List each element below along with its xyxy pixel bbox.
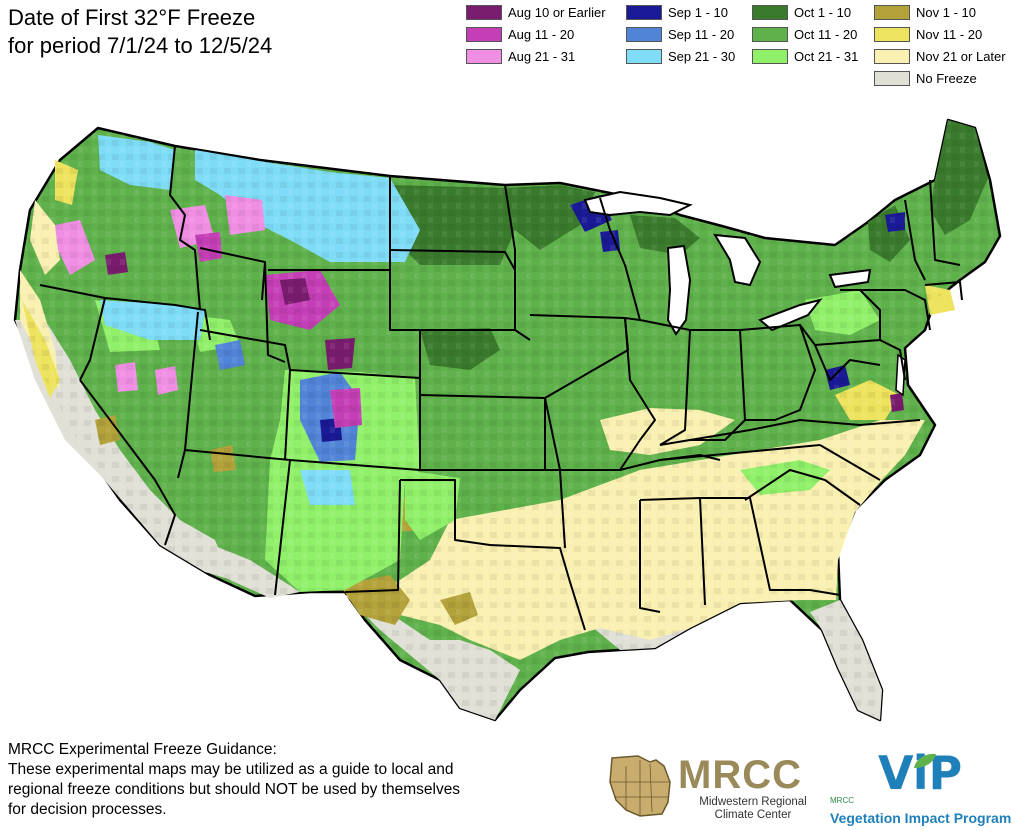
legend-item-aug-11-20: Aug 11 - 20 [466, 25, 574, 43]
legend-item-aug-21-31: Aug 21 - 31 [466, 47, 575, 65]
legend-item-no-freeze: No Freeze [874, 69, 977, 87]
disclaimer-text-line: regional freeze conditions but should NO… [8, 781, 461, 798]
legend-swatch [874, 26, 910, 42]
legend-label: Nov 1 - 10 [916, 4, 976, 20]
mrcc-wordmark: MRCC [678, 753, 802, 797]
legend-label: Sep 21 - 30 [668, 48, 736, 64]
legend-swatch [874, 4, 910, 20]
legend-label: Nov 11 - 20 [916, 26, 983, 42]
lake-huron [713, 233, 762, 287]
legend-swatch [626, 26, 662, 42]
legend-label: Nov 21 or Later [916, 48, 1006, 64]
lake-michigan [666, 244, 692, 336]
lake-superior [583, 190, 693, 217]
legend-item-sep-21-30: Sep 21 - 30 [626, 47, 735, 65]
disclaimer-text-line: These experimental maps may be utilized … [8, 761, 454, 778]
lake-ontario [828, 268, 872, 289]
disclaimer: MRCC Experimental Freeze Guidance: These… [8, 740, 568, 820]
legend-label: Aug 10 or Earlier [508, 4, 606, 20]
speckle-texture [15, 120, 1000, 720]
legend-swatch [466, 4, 502, 20]
legend-swatch [752, 48, 788, 64]
vip-wordmark: ViP [878, 746, 963, 800]
legend-swatch [466, 48, 502, 64]
legend-label: Oct 21 - 31 [794, 48, 859, 64]
map-title-line2: for period 7/1/24 to 12/5/24 [8, 33, 273, 58]
mrcc-subtitle-line2: Climate Center [714, 809, 792, 821]
legend-label: Aug 11 - 20 [508, 26, 575, 42]
legend-item-aug-10-or-earlier: Aug 10 or Earlier [466, 3, 606, 21]
legend-item-sep-1-10: Sep 1 - 10 [626, 3, 728, 21]
disclaimer-text-line: for decision processes. [8, 801, 167, 818]
legend-label: Oct 1 - 10 [794, 4, 852, 20]
legend-item-oct-1-10: Oct 1 - 10 [752, 3, 851, 21]
legend-label: No Freeze [916, 70, 977, 86]
legend-item-nov-21-or-later: Nov 21 or Later [874, 47, 1006, 65]
legend-label: Sep 11 - 20 [668, 26, 735, 42]
vip-prefix: MRCC [830, 796, 854, 805]
state-boundaries [39, 145, 963, 631]
legend-label: Sep 1 - 10 [668, 4, 728, 20]
disclaimer-heading: MRCC Experimental Freeze Guidance: [8, 741, 277, 758]
legend-swatch [874, 70, 910, 86]
legend-swatch [752, 26, 788, 42]
map-title-line1: Date of First 32°F Freeze [8, 5, 256, 30]
mrcc-subtitle-line1: Midwestern Regional [699, 796, 807, 808]
legend-swatch [752, 4, 788, 20]
legend-item-nov-11-20: Nov 11 - 20 [874, 25, 982, 43]
vip-program-name: Vegetation Impact Program [830, 810, 1012, 826]
legend-label: Aug 21 - 31 [508, 48, 576, 64]
legend-item-oct-21-31: Oct 21 - 31 [752, 47, 858, 65]
vip-logo: MRCC ViP Vegetation Impact Program [828, 748, 1024, 830]
midwest-region-icon [609, 755, 671, 817]
map-title: Date of First 32°F Freeze for period 7/1… [8, 4, 272, 60]
leaf-icon [914, 753, 936, 768]
legend-swatch [874, 48, 910, 64]
legend-item-sep-11-20: Sep 11 - 20 [626, 25, 734, 43]
mrcc-subtitle: Midwestern Regional Climate Center [698, 796, 808, 822]
freeze-date-map [13, 118, 1002, 722]
legend-swatch [626, 4, 662, 20]
legend-item-nov-1-10: Nov 1 - 10 [874, 3, 976, 21]
legend-swatch [466, 26, 502, 42]
legend-swatch [626, 48, 662, 64]
map-legend: Aug 10 or Earlier Aug 11 - 20 Aug 21 - 3… [466, 3, 1022, 93]
legend-label: Oct 11 - 20 [794, 26, 858, 42]
mrcc-logo: MRCC Midwestern Regional Climate Center [604, 752, 824, 822]
legend-item-oct-11-20: Oct 11 - 20 [752, 25, 857, 43]
